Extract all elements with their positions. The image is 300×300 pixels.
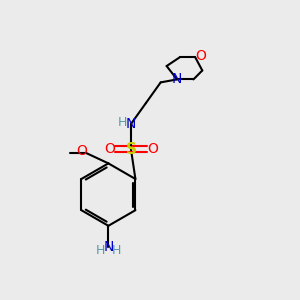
Text: O: O bbox=[196, 49, 206, 63]
Text: H: H bbox=[95, 244, 105, 257]
Text: S: S bbox=[125, 142, 136, 157]
Text: N: N bbox=[126, 117, 136, 131]
Text: H: H bbox=[118, 116, 127, 129]
Text: N: N bbox=[172, 72, 182, 86]
Text: O: O bbox=[104, 142, 115, 156]
Text: N: N bbox=[103, 240, 114, 254]
Text: O: O bbox=[76, 145, 87, 158]
Text: H: H bbox=[112, 244, 122, 257]
Text: O: O bbox=[147, 142, 158, 156]
